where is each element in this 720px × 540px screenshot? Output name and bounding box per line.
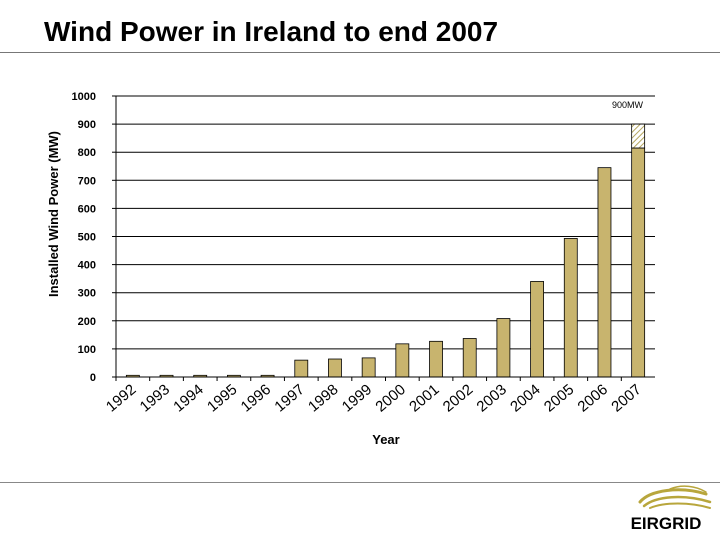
bar-2001 xyxy=(429,340,443,378)
x-tick-label: 1992 xyxy=(103,381,139,415)
bar-1997 xyxy=(294,359,309,378)
x-tick-label: 2001 xyxy=(406,381,442,415)
x-tick-label: 1994 xyxy=(170,381,206,415)
y-tick-label: 100 xyxy=(78,344,96,356)
y-axis-title: Installed Wind Power (MW) xyxy=(46,131,61,297)
x-tick-label: 2003 xyxy=(473,381,509,415)
y-tick-label: 900 xyxy=(78,119,96,131)
y-tick-label: 200 xyxy=(78,316,96,328)
x-axis-title: Year xyxy=(372,432,399,447)
x-tick-label: 1993 xyxy=(137,381,173,415)
annotation-900mw: 900MW xyxy=(612,100,644,110)
slide-title: Wind Power in Ireland to end 2007 xyxy=(44,16,499,47)
x-tick-label: 2007 xyxy=(608,381,644,415)
bar-1998 xyxy=(328,358,342,378)
x-tick-label: 2004 xyxy=(507,381,543,415)
x-tick-label: 1997 xyxy=(271,381,307,415)
x-tick-label: 2000 xyxy=(372,381,408,415)
x-tick-label: 1998 xyxy=(305,381,341,415)
title-divider xyxy=(0,52,720,53)
footer-divider xyxy=(0,482,720,483)
logo-text: EIRGRID xyxy=(631,514,702,533)
bar-2004 xyxy=(530,281,544,378)
bar-1999 xyxy=(361,357,376,378)
bar-2007-projected xyxy=(631,123,646,149)
bar-2003 xyxy=(496,318,511,378)
bar-2007 xyxy=(631,147,646,378)
x-tick-label: 2002 xyxy=(440,381,476,415)
x-tick-label: 1995 xyxy=(204,381,240,415)
y-tick-label: 1000 xyxy=(72,91,96,103)
y-tick-label: 500 xyxy=(78,232,96,244)
bar-2006 xyxy=(597,167,612,378)
x-tick-label: 2005 xyxy=(541,381,577,415)
x-tick-label: 1999 xyxy=(339,381,375,415)
y-tick-label: 400 xyxy=(78,260,96,272)
bar-2002 xyxy=(462,338,477,378)
eirgrid-logo: EIRGRID xyxy=(631,485,712,533)
x-tick-label: 1996 xyxy=(238,381,274,415)
y-tick-label: 600 xyxy=(78,203,96,215)
y-tick-label: 0 xyxy=(90,372,96,384)
y-tick-label: 800 xyxy=(78,147,96,159)
swirl-icon xyxy=(638,485,712,509)
y-tick-label: 300 xyxy=(78,288,96,300)
y-tick-label: 700 xyxy=(78,175,96,187)
bar-2005 xyxy=(563,238,578,378)
bar-2000 xyxy=(395,343,410,378)
x-tick-label: 2006 xyxy=(575,381,611,415)
